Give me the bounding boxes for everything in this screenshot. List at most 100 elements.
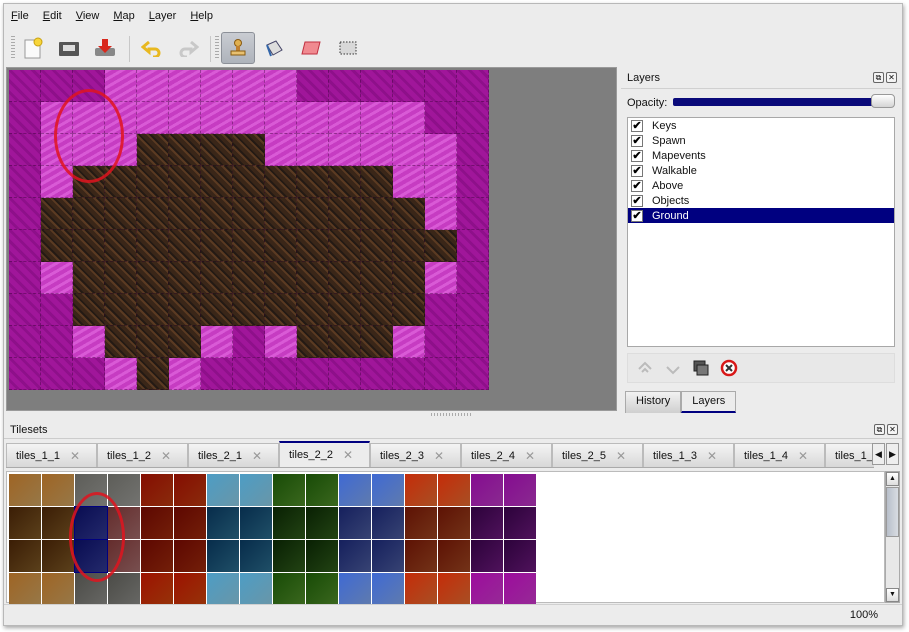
tileset-tile[interactable]	[438, 540, 470, 572]
scroll-tabs-right-icon[interactable]: ▶	[886, 443, 899, 465]
map-tile[interactable]	[41, 326, 73, 358]
menu-file[interactable]: File	[11, 10, 29, 22]
tileset-tile[interactable]	[141, 573, 173, 605]
map-tile[interactable]	[9, 230, 41, 262]
map-tile[interactable]	[9, 294, 41, 326]
float-icon[interactable]: ⧉	[873, 72, 884, 83]
tileset-tile[interactable]	[9, 573, 41, 605]
tileset-tile[interactable]	[273, 573, 305, 605]
rect-select-button[interactable]	[334, 34, 362, 62]
map-tile[interactable]	[361, 166, 393, 198]
close-icon[interactable]: ✕	[887, 424, 898, 435]
map-tile[interactable]	[297, 70, 329, 102]
map-tile[interactable]	[265, 102, 297, 134]
tileset-tile[interactable]	[273, 540, 305, 572]
map-tile[interactable]	[233, 294, 265, 326]
move-layer-down-icon[interactable]	[664, 359, 682, 377]
map-tile[interactable]	[201, 198, 233, 230]
splitter-handle[interactable]	[431, 413, 471, 416]
tileset-tile[interactable]	[405, 507, 437, 539]
map-tile[interactable]	[233, 166, 265, 198]
tileset-tile[interactable]	[504, 573, 536, 605]
map-tile[interactable]	[41, 70, 73, 102]
move-layer-up-icon[interactable]	[636, 359, 654, 377]
tileset-tile[interactable]	[273, 507, 305, 539]
tileset-tile[interactable]	[405, 540, 437, 572]
map-tile[interactable]	[9, 358, 41, 390]
map-tile[interactable]	[265, 358, 297, 390]
map-tile[interactable]	[425, 358, 457, 390]
tileset-tab[interactable]: tiles_2_1 ✕	[188, 443, 279, 467]
map-tile[interactable]	[41, 230, 73, 262]
tile-map[interactable]	[9, 70, 489, 390]
scroll-down-icon[interactable]: ▼	[886, 588, 899, 602]
tileset-scrollbar[interactable]: ▲ ▼	[885, 471, 900, 603]
map-tile[interactable]	[297, 102, 329, 134]
map-tile[interactable]	[265, 166, 297, 198]
tileset-tile[interactable]	[339, 474, 371, 506]
close-tab-icon[interactable]: ✕	[525, 449, 536, 463]
map-tile[interactable]	[41, 294, 73, 326]
map-tile[interactable]	[457, 358, 489, 390]
scroll-up-icon[interactable]: ▲	[886, 472, 899, 486]
tileset-tile[interactable]	[207, 507, 239, 539]
map-tile[interactable]	[41, 262, 73, 294]
tab-layers[interactable]: Layers	[681, 391, 737, 413]
map-tile[interactable]	[169, 198, 201, 230]
tileset-tile[interactable]	[42, 540, 74, 572]
map-tile[interactable]	[329, 326, 361, 358]
scrollbar-thumb[interactable]	[886, 487, 899, 537]
map-tile[interactable]	[393, 294, 425, 326]
tileset-tile[interactable]	[174, 540, 206, 572]
map-tile[interactable]	[265, 230, 297, 262]
tileset-tile[interactable]	[339, 540, 371, 572]
map-tile[interactable]	[265, 70, 297, 102]
map-tile[interactable]	[393, 262, 425, 294]
map-tile[interactable]	[265, 198, 297, 230]
tileset-tile[interactable]	[141, 540, 173, 572]
tileset-tile[interactable]	[240, 507, 272, 539]
map-tile[interactable]	[393, 198, 425, 230]
map-tile[interactable]	[457, 166, 489, 198]
map-canvas[interactable]	[6, 67, 617, 411]
map-tile[interactable]	[457, 294, 489, 326]
visibility-checkbox[interactable]: ✔	[631, 179, 643, 192]
map-tile[interactable]	[201, 262, 233, 294]
tileset-tab[interactable]: tiles_1_3 ✕	[643, 443, 734, 467]
tileset-tile[interactable]	[42, 474, 74, 506]
duplicate-layer-icon[interactable]	[692, 359, 710, 377]
tileset-tile[interactable]	[372, 540, 404, 572]
map-tile[interactable]	[425, 134, 457, 166]
tileset-tile[interactable]	[372, 507, 404, 539]
redo-button[interactable]	[174, 34, 202, 62]
map-tile[interactable]	[169, 134, 201, 166]
tileset-tab[interactable]: tiles_2_4 ✕	[461, 443, 552, 467]
map-tile[interactable]	[169, 326, 201, 358]
map-tile[interactable]	[201, 326, 233, 358]
map-tile[interactable]	[361, 294, 393, 326]
opacity-slider[interactable]	[673, 94, 895, 108]
tileset-tile[interactable]	[306, 507, 338, 539]
tileset-tile[interactable]	[174, 507, 206, 539]
map-tile[interactable]	[425, 230, 457, 262]
save-button[interactable]	[91, 34, 119, 62]
toolbar-grip-2[interactable]	[215, 36, 219, 60]
tileset-tile[interactable]	[174, 474, 206, 506]
map-tile[interactable]	[361, 70, 393, 102]
map-tile[interactable]	[169, 294, 201, 326]
tileset-tile[interactable]	[372, 573, 404, 605]
map-tile[interactable]	[457, 198, 489, 230]
map-tile[interactable]	[297, 230, 329, 262]
map-tile[interactable]	[73, 230, 105, 262]
map-tile[interactable]	[73, 294, 105, 326]
map-tile[interactable]	[169, 70, 201, 102]
tileset-tile[interactable]	[339, 573, 371, 605]
map-tile[interactable]	[425, 102, 457, 134]
menu-help[interactable]: Help	[190, 10, 213, 22]
tileset-tile[interactable]	[405, 474, 437, 506]
map-tile[interactable]	[105, 230, 137, 262]
map-tile[interactable]	[361, 134, 393, 166]
tileset-tile[interactable]	[42, 507, 74, 539]
map-tile[interactable]	[393, 230, 425, 262]
map-tile[interactable]	[457, 70, 489, 102]
